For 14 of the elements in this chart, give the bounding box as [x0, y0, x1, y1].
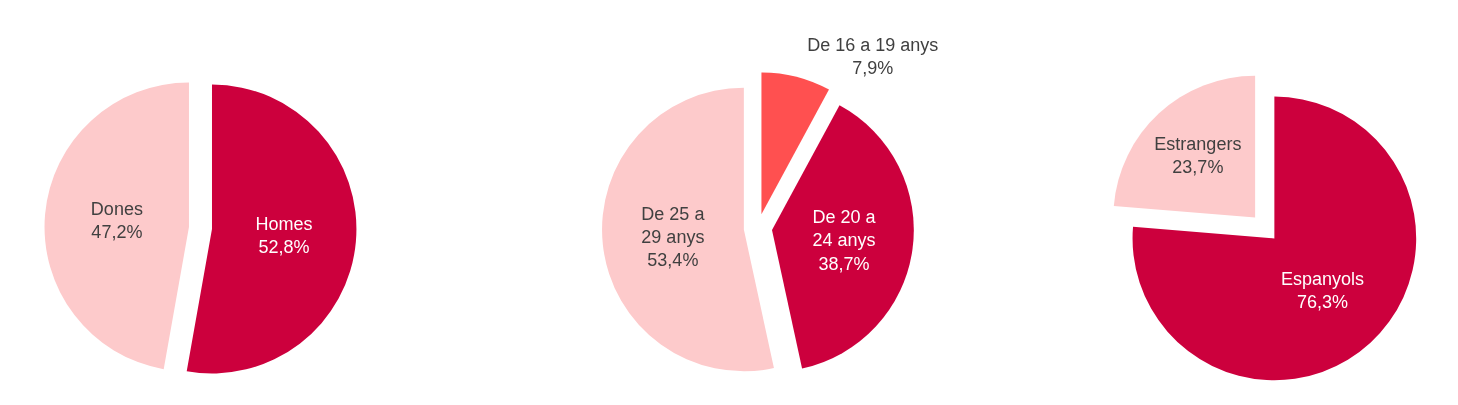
data-label: 53,4%	[647, 250, 699, 271]
data-label: 52,8%	[258, 237, 310, 258]
data-label: 23,7%	[1172, 157, 1224, 178]
slice-label: De 25 a 29 anys	[641, 203, 706, 248]
slice-label: Espanyols	[1280, 268, 1364, 289]
data-label: 76,3%	[1296, 292, 1348, 313]
slice-label: Homes	[255, 213, 313, 234]
data-label: 7,9%	[852, 58, 894, 79]
slice-label: De 20 a 24 anys	[812, 206, 877, 251]
data-label: 47,2%	[91, 222, 143, 243]
data-label: 38,7%	[818, 253, 870, 274]
slice-label: De 16 a 19 anys	[807, 34, 939, 55]
slice-label: Dones	[90, 198, 143, 219]
slice-label: Estrangers	[1154, 133, 1242, 154]
